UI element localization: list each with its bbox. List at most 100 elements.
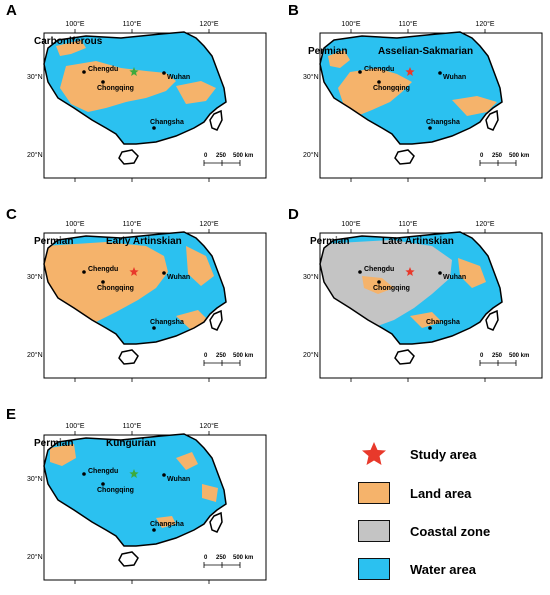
- svg-text:30°N: 30°N: [27, 273, 43, 281]
- svg-text:20°N: 20°N: [303, 351, 319, 359]
- svg-text:0: 0: [204, 555, 208, 561]
- panel-b-period: Permian: [308, 46, 347, 57]
- panel-a-stage: Carboniferous: [34, 36, 103, 47]
- panel-letter-b: B: [288, 2, 299, 19]
- svg-text:Changsha: Changsha: [426, 119, 460, 126]
- legend-label-water-area: Water area: [410, 561, 476, 577]
- svg-text:Wuhan: Wuhan: [167, 476, 190, 483]
- svg-text:500 km: 500 km: [509, 153, 529, 159]
- svg-text:Chongqing: Chongqing: [97, 487, 134, 494]
- city-chengdu: Chengdu: [88, 66, 118, 73]
- study-area-star-icon: [129, 67, 139, 76]
- legend-study-area: Study area: [358, 440, 476, 468]
- panel-c: 100°E 110°E 120°E 30°N 20°N Permian Earl…: [26, 216, 274, 391]
- scale-0: 0: [204, 153, 208, 159]
- scale-250: 250: [216, 153, 227, 159]
- svg-text:30°N: 30°N: [303, 273, 319, 281]
- study-area-star-icon: [129, 267, 139, 276]
- map-panel-d: 100°E 110°E 120°E 30°N 20°N Permian Late…: [303, 220, 543, 382]
- study-area-star-icon: [405, 67, 415, 76]
- panel-d-period: Permian: [310, 236, 349, 247]
- svg-text:120°E: 120°E: [475, 20, 494, 28]
- map-panel-a: 100°E 110°E 120°E 30°N 20°N Carboniferou…: [27, 20, 267, 182]
- svg-text:Chongqing: Chongqing: [373, 285, 410, 292]
- svg-text:250: 250: [216, 555, 227, 561]
- water-swatch: [358, 558, 390, 580]
- panel-e-stage: Kungurian: [106, 438, 156, 449]
- lon-label-120: 120°E: [199, 20, 218, 28]
- panel-d-stage: Late Artinskian: [382, 236, 454, 247]
- city-chongqing: Chongqing: [97, 85, 134, 92]
- legend-water-area: Water area: [358, 558, 476, 580]
- svg-text:0: 0: [204, 353, 208, 359]
- study-area-star-icon: [405, 267, 415, 276]
- svg-text:500 km: 500 km: [233, 555, 253, 561]
- panel-letter-c: C: [6, 206, 17, 223]
- svg-text:30°N: 30°N: [303, 73, 319, 81]
- svg-text:110°E: 110°E: [123, 220, 142, 228]
- svg-text:250: 250: [492, 153, 503, 159]
- svg-text:110°E: 110°E: [399, 20, 418, 28]
- svg-text:Chengdu: Chengdu: [88, 468, 118, 475]
- legend-coastal-zone: Coastal zone: [358, 520, 490, 542]
- panel-letter-a: A: [6, 2, 17, 19]
- svg-text:Wuhan: Wuhan: [443, 274, 466, 281]
- svg-text:0: 0: [480, 353, 484, 359]
- svg-text:120°E: 120°E: [475, 220, 494, 228]
- legend-label-coastal-zone: Coastal zone: [410, 523, 491, 539]
- svg-text:Wuhan: Wuhan: [167, 274, 190, 281]
- svg-text:Changsha: Changsha: [150, 319, 184, 326]
- legend-label-land-area: Land area: [410, 485, 472, 501]
- scale-500: 500 km: [233, 153, 253, 159]
- svg-text:30°N: 30°N: [27, 475, 43, 483]
- svg-text:20°N: 20°N: [27, 553, 43, 561]
- svg-text:Chengdu: Chengdu: [364, 66, 394, 73]
- svg-text:Chengdu: Chengdu: [88, 266, 118, 273]
- svg-text:250: 250: [216, 353, 227, 359]
- map-panel-c: 100°E 110°E 120°E 30°N 20°N Permian Earl…: [27, 220, 267, 382]
- map-panel-b: 100°E 110°E 120°E 30°N 20°N Permian Asse…: [303, 20, 543, 182]
- svg-text:110°E: 110°E: [399, 220, 418, 228]
- svg-text:Changsha: Changsha: [426, 319, 460, 326]
- panel-b: 100°E 110°E 120°E 30°N 20°N Permian Asse…: [302, 16, 550, 191]
- svg-text:250: 250: [492, 353, 503, 359]
- panel-a: 100°E 110°E 120°E 30°N 20°N Carboniferou…: [26, 16, 274, 191]
- svg-text:Chengdu: Chengdu: [364, 266, 394, 273]
- panel-e-period: Permian: [34, 438, 73, 449]
- svg-text:500 km: 500 km: [233, 353, 253, 359]
- panel-d: 100°E 110°E 120°E 30°N 20°N Permian Late…: [302, 216, 550, 391]
- panel-c-stage: Early Artinskian: [106, 236, 182, 247]
- svg-text:20°N: 20°N: [303, 151, 319, 159]
- panel-b-stage: Asselian-Sakmarian: [378, 46, 473, 57]
- svg-text:100°E: 100°E: [341, 20, 360, 28]
- svg-text:Wuhan: Wuhan: [443, 74, 466, 81]
- svg-text:100°E: 100°E: [65, 422, 84, 430]
- svg-text:500 km: 500 km: [509, 353, 529, 359]
- svg-text:120°E: 120°E: [199, 422, 218, 430]
- svg-text:Chongqing: Chongqing: [373, 85, 410, 92]
- lon-label-110: 110°E: [123, 20, 142, 28]
- panel-letter-d: D: [288, 206, 299, 223]
- map-panel-e: 100°E 110°E 120°E 30°N 20°N Permian Kung…: [27, 422, 267, 584]
- svg-text:Changsha: Changsha: [150, 521, 184, 528]
- legend-label-study-area: Study area: [410, 446, 477, 462]
- svg-text:100°E: 100°E: [341, 220, 360, 228]
- svg-text:0: 0: [480, 153, 484, 159]
- svg-text:100°E: 100°E: [65, 220, 84, 228]
- panel-c-period: Permian: [34, 236, 73, 247]
- panel-letter-e: E: [6, 406, 17, 423]
- svg-text:Chongqing: Chongqing: [97, 285, 134, 292]
- svg-text:120°E: 120°E: [199, 220, 218, 228]
- svg-text:110°E: 110°E: [123, 422, 142, 430]
- panel-e: 100°E 110°E 120°E 30°N 20°N Permian Kung…: [26, 418, 274, 593]
- study-area-star-icon: [129, 469, 139, 478]
- lat-label-30: 30°N: [27, 73, 43, 81]
- city-changsha: Changsha: [150, 119, 184, 126]
- legend-land-area: Land area: [358, 482, 471, 504]
- land-swatch: [358, 482, 390, 504]
- coastal-swatch: [358, 520, 390, 542]
- lat-label-20: 20°N: [27, 151, 43, 159]
- star-icon: [362, 442, 386, 465]
- lon-label-100: 100°E: [65, 20, 84, 28]
- city-wuhan: Wuhan: [167, 74, 190, 81]
